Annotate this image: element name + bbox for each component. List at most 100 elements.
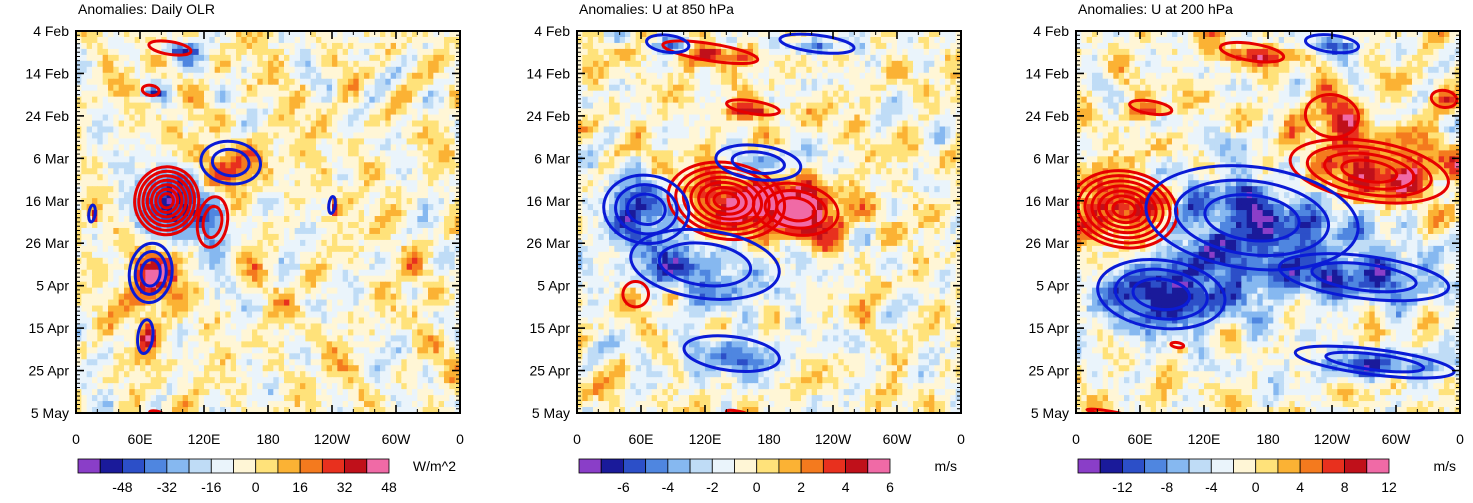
y-tick-label: 4 Feb bbox=[534, 23, 570, 39]
colorbar-box bbox=[145, 459, 167, 473]
colorbar-box bbox=[846, 459, 868, 473]
colorbar-box bbox=[868, 459, 890, 473]
colorbar-label: -4 bbox=[1205, 479, 1218, 495]
panel-title: Anomalies: Daily OLR bbox=[78, 1, 215, 17]
colorbar-label: 8 bbox=[1341, 479, 1349, 495]
colorbar-box bbox=[823, 459, 845, 473]
x-tick-label: 60W bbox=[382, 431, 412, 447]
x-tick-label: 180 bbox=[256, 431, 280, 447]
x-tick-label: 60W bbox=[883, 431, 913, 447]
colorbar-box bbox=[300, 459, 322, 473]
colorbar-box bbox=[579, 459, 601, 473]
colorbar-box bbox=[1234, 459, 1256, 473]
colorbar-box bbox=[601, 459, 623, 473]
y-tick-label: 16 Mar bbox=[1025, 193, 1069, 209]
x-tick-label: 60E bbox=[128, 431, 153, 447]
colorbar-units: m/s bbox=[934, 458, 957, 474]
colorbar-label: -6 bbox=[617, 479, 630, 495]
colorbar-box bbox=[623, 459, 645, 473]
x-tick-label: 120W bbox=[1314, 431, 1351, 447]
colorbar-label: 12 bbox=[1381, 479, 1397, 495]
x-tick-label: 120W bbox=[314, 431, 351, 447]
colorbar-label: -2 bbox=[706, 479, 719, 495]
colorbar-box bbox=[1300, 459, 1322, 473]
x-tick-label: 120W bbox=[815, 431, 852, 447]
y-tick-label: 24 Feb bbox=[1025, 108, 1069, 124]
colorbar-box bbox=[1256, 459, 1278, 473]
x-tick-label: 60W bbox=[1382, 431, 1412, 447]
y-tick-label: 5 May bbox=[1031, 405, 1069, 421]
colorbar-box bbox=[1189, 459, 1211, 473]
y-tick-label: 5 Apr bbox=[537, 278, 570, 294]
colorbar-label: 6 bbox=[886, 479, 894, 495]
x-tick-label: 0 bbox=[72, 431, 80, 447]
colorbar-label: 2 bbox=[797, 479, 805, 495]
y-tick-label: 16 Mar bbox=[25, 193, 69, 209]
colorbar-label: 4 bbox=[842, 479, 850, 495]
y-tick-label: 25 Apr bbox=[29, 363, 70, 379]
x-tick-label: 180 bbox=[1256, 431, 1280, 447]
panel-title: Anomalies: U at 850 hPa bbox=[579, 1, 734, 17]
colorbar-box bbox=[1345, 459, 1367, 473]
colorbar-box bbox=[779, 459, 801, 473]
x-tick-label: 0 bbox=[1072, 431, 1080, 447]
x-tick-label: 60E bbox=[629, 431, 654, 447]
colorbar-box bbox=[189, 459, 211, 473]
colorbar-label: 0 bbox=[252, 479, 260, 495]
colorbar-box bbox=[167, 459, 189, 473]
y-tick-label: 26 Mar bbox=[25, 235, 69, 251]
panel-title: Anomalies: U at 200 hPa bbox=[1078, 1, 1233, 17]
y-tick-label: 6 Mar bbox=[1033, 150, 1069, 166]
colorbar-label: 4 bbox=[1296, 479, 1304, 495]
colorbar-box bbox=[1122, 459, 1144, 473]
anomaly-field bbox=[76, 31, 461, 416]
colorbar-label: 48 bbox=[381, 479, 397, 495]
colorbar-box bbox=[100, 459, 122, 473]
colorbar-label: 16 bbox=[292, 479, 308, 495]
colorbar-label: -32 bbox=[157, 479, 177, 495]
colorbar-label: -12 bbox=[1112, 479, 1132, 495]
colorbar-units: m/s bbox=[1433, 458, 1456, 474]
y-tick-label: 14 Feb bbox=[25, 65, 69, 81]
colorbar-box bbox=[1167, 459, 1189, 473]
colorbar-box bbox=[757, 459, 779, 473]
y-tick-label: 5 Apr bbox=[36, 278, 69, 294]
colorbar-box bbox=[1145, 459, 1167, 473]
colorbar-box bbox=[322, 459, 344, 473]
colorbar-label: 32 bbox=[337, 479, 353, 495]
y-tick-label: 15 Apr bbox=[530, 320, 571, 336]
y-tick-label: 4 Feb bbox=[1033, 23, 1069, 39]
y-tick-label: 14 Feb bbox=[526, 65, 570, 81]
colorbar-box bbox=[211, 459, 233, 473]
colorbar-box bbox=[234, 459, 256, 473]
y-tick-label: 26 Mar bbox=[526, 235, 570, 251]
y-tick-label: 5 May bbox=[31, 405, 69, 421]
y-tick-label: 24 Feb bbox=[25, 108, 69, 124]
colorbar-box bbox=[345, 459, 367, 473]
colorbar-box bbox=[712, 459, 734, 473]
x-tick-label: 120E bbox=[188, 431, 221, 447]
x-tick-label: 120E bbox=[689, 431, 722, 447]
y-tick-label: 5 May bbox=[532, 405, 570, 421]
colorbar-box bbox=[1278, 459, 1300, 473]
colorbar-label: -4 bbox=[662, 479, 675, 495]
colorbar-box bbox=[1367, 459, 1389, 473]
colorbar-label: -48 bbox=[112, 479, 132, 495]
colorbar-box bbox=[367, 459, 389, 473]
colorbar-box bbox=[735, 459, 757, 473]
colorbar-box bbox=[801, 459, 823, 473]
colorbar-box bbox=[256, 459, 278, 473]
anomaly-field bbox=[1065, 31, 1460, 418]
x-tick-label: 0 bbox=[573, 431, 581, 447]
y-tick-label: 5 Apr bbox=[1036, 278, 1069, 294]
y-tick-label: 15 Apr bbox=[29, 320, 70, 336]
y-tick-label: 15 Apr bbox=[1029, 320, 1070, 336]
y-tick-label: 26 Mar bbox=[1025, 235, 1069, 251]
anomaly-field bbox=[577, 31, 962, 417]
colorbar-label: 0 bbox=[753, 479, 761, 495]
y-tick-label: 6 Mar bbox=[534, 150, 570, 166]
y-tick-label: 4 Feb bbox=[33, 23, 69, 39]
